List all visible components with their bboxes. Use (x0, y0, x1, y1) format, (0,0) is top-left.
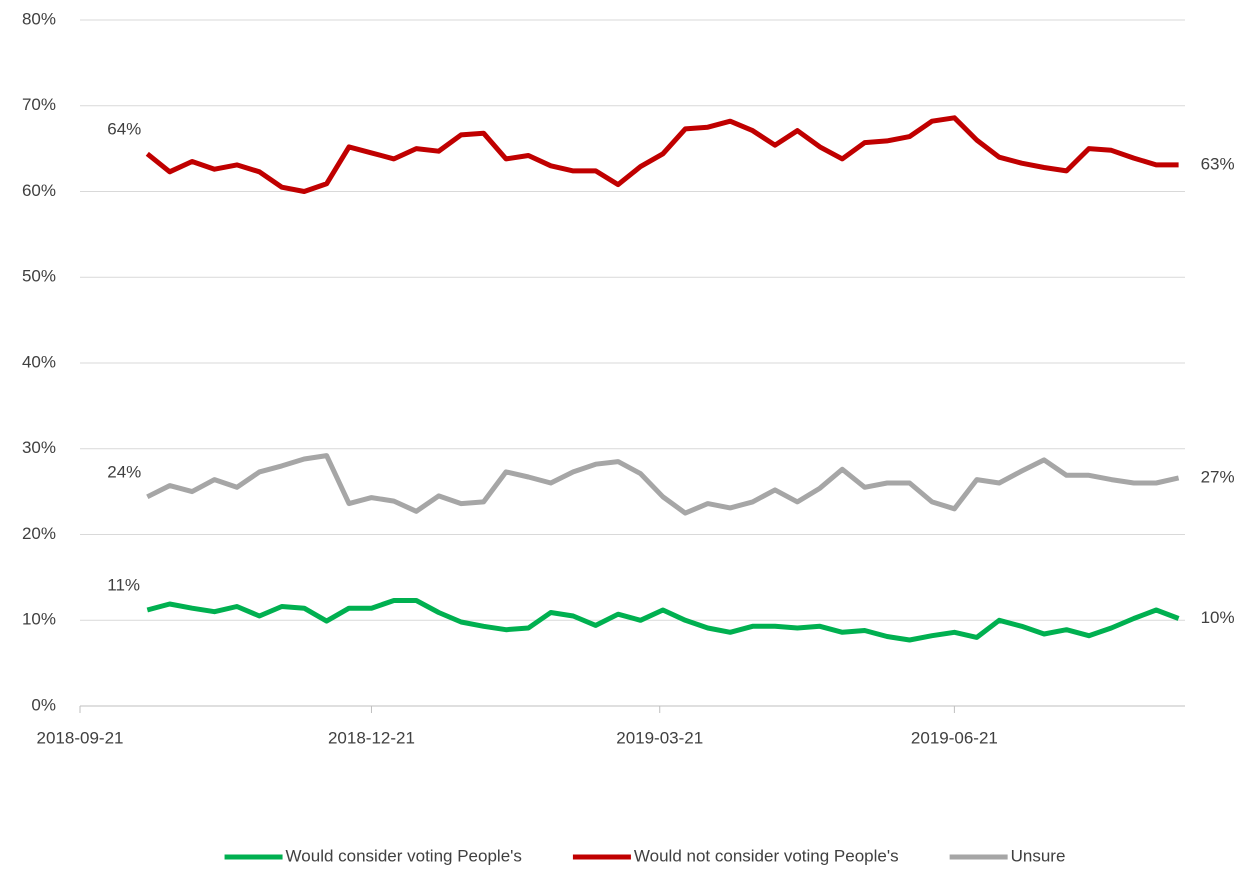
start-label: 11% (107, 575, 140, 594)
legend-label: Would consider voting People's (286, 846, 522, 865)
y-tick-label: 0% (31, 695, 56, 714)
end-label: 10% (1201, 608, 1235, 627)
y-tick-label: 30% (22, 438, 56, 457)
end-label: 63% (1201, 154, 1235, 173)
start-label: 64% (107, 119, 141, 138)
legend-label: Unsure (1011, 846, 1066, 865)
y-tick-label: 70% (22, 95, 56, 114)
series-line (145, 115, 1179, 194)
start-label: 24% (107, 462, 141, 481)
y-tick-label: 80% (22, 9, 56, 28)
y-tick-label: 10% (22, 610, 56, 629)
x-tick-label: 2018-12-21 (328, 728, 415, 747)
series-line (146, 453, 1180, 516)
y-tick-label: 50% (22, 267, 56, 286)
y-tick-label: 20% (22, 524, 56, 543)
y-tick-label: 60% (22, 181, 56, 200)
legend-label: Would not consider voting People's (634, 846, 899, 865)
end-label: 27% (1201, 467, 1235, 486)
series-line (146, 598, 1180, 643)
x-tick-label: 2019-03-21 (616, 728, 703, 747)
x-tick-label: 2019-06-21 (911, 728, 998, 747)
x-tick-label: 2018-09-21 (37, 728, 124, 747)
y-tick-label: 40% (22, 352, 56, 371)
